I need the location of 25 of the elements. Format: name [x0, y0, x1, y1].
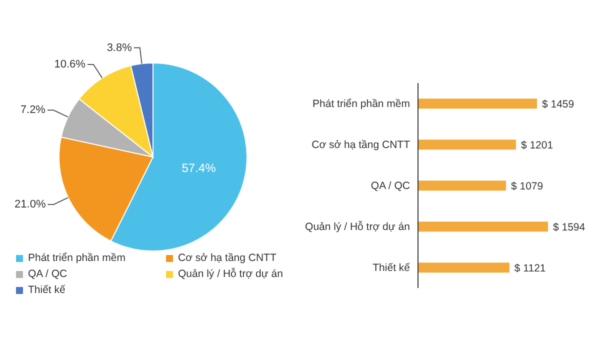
data-label: 7.2% — [20, 104, 46, 116]
bar — [418, 98, 537, 109]
y-tick-label: Phát triển phần mềm — [312, 98, 410, 110]
data-label: 57.4% — [182, 160, 216, 175]
data-label: 10.6% — [54, 58, 86, 70]
bar — [418, 180, 506, 191]
y-tick-label: Cơ sở hạ tầng CNTT — [312, 139, 411, 152]
data-label: $ 1459 — [542, 98, 574, 110]
data-label: $ 1201 — [520, 139, 554, 152]
data-label: $ 1079 — [511, 180, 544, 192]
legend-label: Thiết kế — [28, 284, 66, 296]
legend-label: QA / QC — [28, 268, 68, 280]
legend-label: Phát triển phần mềm — [28, 252, 126, 264]
legend-label: Quản lý / Hỗ trợ dự án — [178, 268, 283, 280]
data-label: $ 1594 — [553, 221, 586, 234]
y-tick-label: Thiết kế — [372, 262, 410, 274]
y-tick-label: Quản lý / Hỗ trợ dự án — [305, 220, 410, 234]
bar — [418, 222, 548, 232]
bar — [418, 140, 516, 150]
bar — [418, 262, 510, 273]
data-label: 21.0% — [14, 198, 46, 210]
data-label: $ 1121 — [514, 262, 546, 274]
legend-label: Cơ sở hạ tầng CNTT — [178, 252, 276, 264]
data-label: 3.8% — [106, 42, 132, 54]
y-tick-label: QA / QC — [370, 180, 410, 192]
